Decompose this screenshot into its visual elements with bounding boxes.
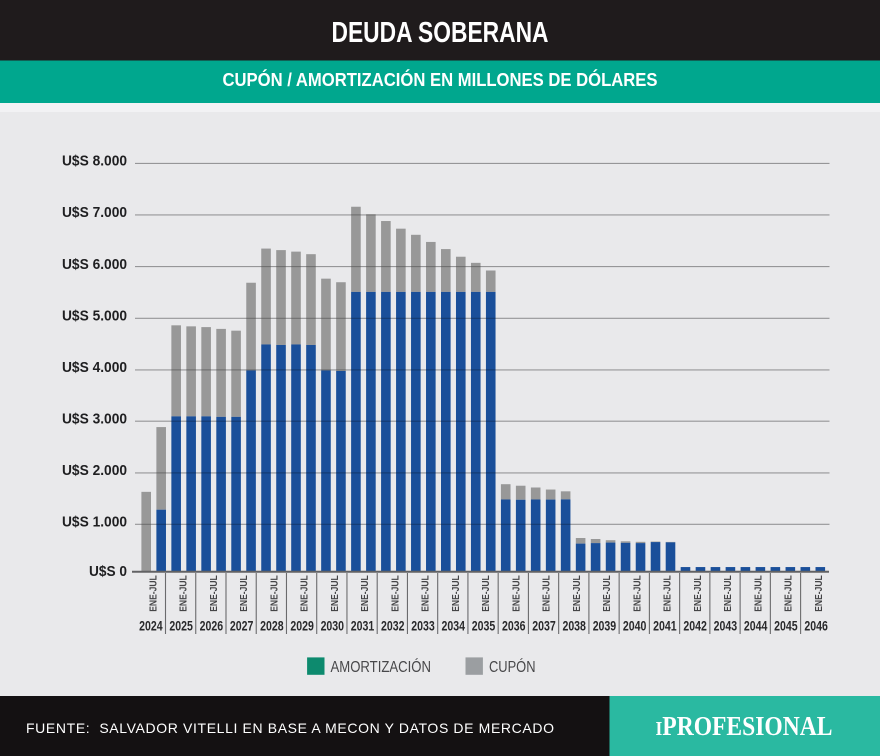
svg-text:CUPÓN / AMORTIZACIÓN EN MILLON: CUPÓN / AMORTIZACIÓN EN MILLONES DE DÓLA… xyxy=(223,69,658,90)
svg-text:ENE-JUL: ENE-JUL xyxy=(784,575,795,612)
svg-text:2035: 2035 xyxy=(472,618,496,634)
svg-text:U$S 6.000: U$S 6.000 xyxy=(62,256,127,273)
svg-text:ENE-JUL: ENE-JUL xyxy=(572,575,583,612)
svg-text:ENE-JUL: ENE-JUL xyxy=(209,575,220,612)
svg-text:2043: 2043 xyxy=(714,618,738,634)
svg-text:2038: 2038 xyxy=(562,618,586,634)
svg-text:2026: 2026 xyxy=(200,618,224,634)
svg-text:ENE-JUL: ENE-JUL xyxy=(451,575,462,612)
svg-text:ENE-JUL: ENE-JUL xyxy=(360,575,371,612)
svg-text:2034: 2034 xyxy=(442,618,466,634)
svg-text:CUPÓN: CUPÓN xyxy=(489,657,536,676)
svg-text:DEUDA SOBERANA: DEUDA SOBERANA xyxy=(332,17,549,49)
svg-text:U$S 1.000: U$S 1.000 xyxy=(62,514,127,531)
svg-text:ENE-JUL: ENE-JUL xyxy=(723,575,734,612)
svg-text:2030: 2030 xyxy=(321,618,345,634)
svg-text:U$S 0: U$S 0 xyxy=(89,563,127,580)
svg-text:ENE-JUL: ENE-JUL xyxy=(542,575,553,612)
svg-text:2037: 2037 xyxy=(532,618,556,634)
svg-text:2028: 2028 xyxy=(260,618,284,634)
svg-text:2042: 2042 xyxy=(683,618,707,634)
svg-text:ENE-JUL: ENE-JUL xyxy=(330,575,341,612)
svg-text:FUENTE: SALVADOR VITELLI EN B: FUENTE: SALVADOR VITELLI EN BASE A MECON… xyxy=(26,720,554,736)
svg-text:ENE-JUL: ENE-JUL xyxy=(602,575,613,612)
svg-text:2029: 2029 xyxy=(290,618,314,634)
svg-text:ENE-JUL: ENE-JUL xyxy=(753,575,764,612)
svg-text:2031: 2031 xyxy=(351,618,375,634)
svg-text:2032: 2032 xyxy=(381,618,405,634)
svg-text:ENE-JUL: ENE-JUL xyxy=(693,575,704,612)
svg-text:IPROFESIONAL: IPROFESIONAL xyxy=(656,711,833,741)
svg-text:ENE-JUL: ENE-JUL xyxy=(239,575,250,612)
svg-text:U$S 7.000: U$S 7.000 xyxy=(62,204,127,221)
svg-text:ENE-JUL: ENE-JUL xyxy=(390,575,401,612)
svg-text:2046: 2046 xyxy=(804,618,828,634)
svg-text:2036: 2036 xyxy=(502,618,526,634)
svg-text:2044: 2044 xyxy=(744,618,768,634)
svg-text:U$S 5.000: U$S 5.000 xyxy=(62,308,127,325)
svg-text:2040: 2040 xyxy=(623,618,647,634)
svg-text:2024: 2024 xyxy=(139,618,163,634)
svg-text:U$S 2.000: U$S 2.000 xyxy=(62,462,127,479)
svg-text:ENE-JUL: ENE-JUL xyxy=(481,575,492,612)
svg-text:2045: 2045 xyxy=(774,618,798,634)
svg-text:U$S 3.000: U$S 3.000 xyxy=(62,410,127,427)
svg-text:ENE-JUL: ENE-JUL xyxy=(511,575,522,612)
svg-text:ENE-JUL: ENE-JUL xyxy=(179,575,190,612)
svg-text:2033: 2033 xyxy=(411,618,435,634)
svg-text:ENE-JUL: ENE-JUL xyxy=(300,575,311,612)
svg-text:ENE-JUL: ENE-JUL xyxy=(632,575,643,612)
svg-text:ENE-JUL: ENE-JUL xyxy=(421,575,432,612)
svg-text:2025: 2025 xyxy=(169,618,193,634)
svg-text:2039: 2039 xyxy=(593,618,617,634)
svg-text:2041: 2041 xyxy=(653,618,677,634)
svg-text:2027: 2027 xyxy=(230,618,254,634)
svg-text:ENE-JUL: ENE-JUL xyxy=(663,575,674,612)
svg-text:ENE-JUL: ENE-JUL xyxy=(269,575,280,612)
svg-text:U$S 8.000: U$S 8.000 xyxy=(62,153,127,170)
svg-text:U$S 4.000: U$S 4.000 xyxy=(62,359,127,376)
svg-text:ENE-JUL: ENE-JUL xyxy=(148,575,159,612)
svg-text:ENE-JUL: ENE-JUL xyxy=(814,575,825,612)
svg-text:AMORTIZACIÓN: AMORTIZACIÓN xyxy=(331,657,432,676)
